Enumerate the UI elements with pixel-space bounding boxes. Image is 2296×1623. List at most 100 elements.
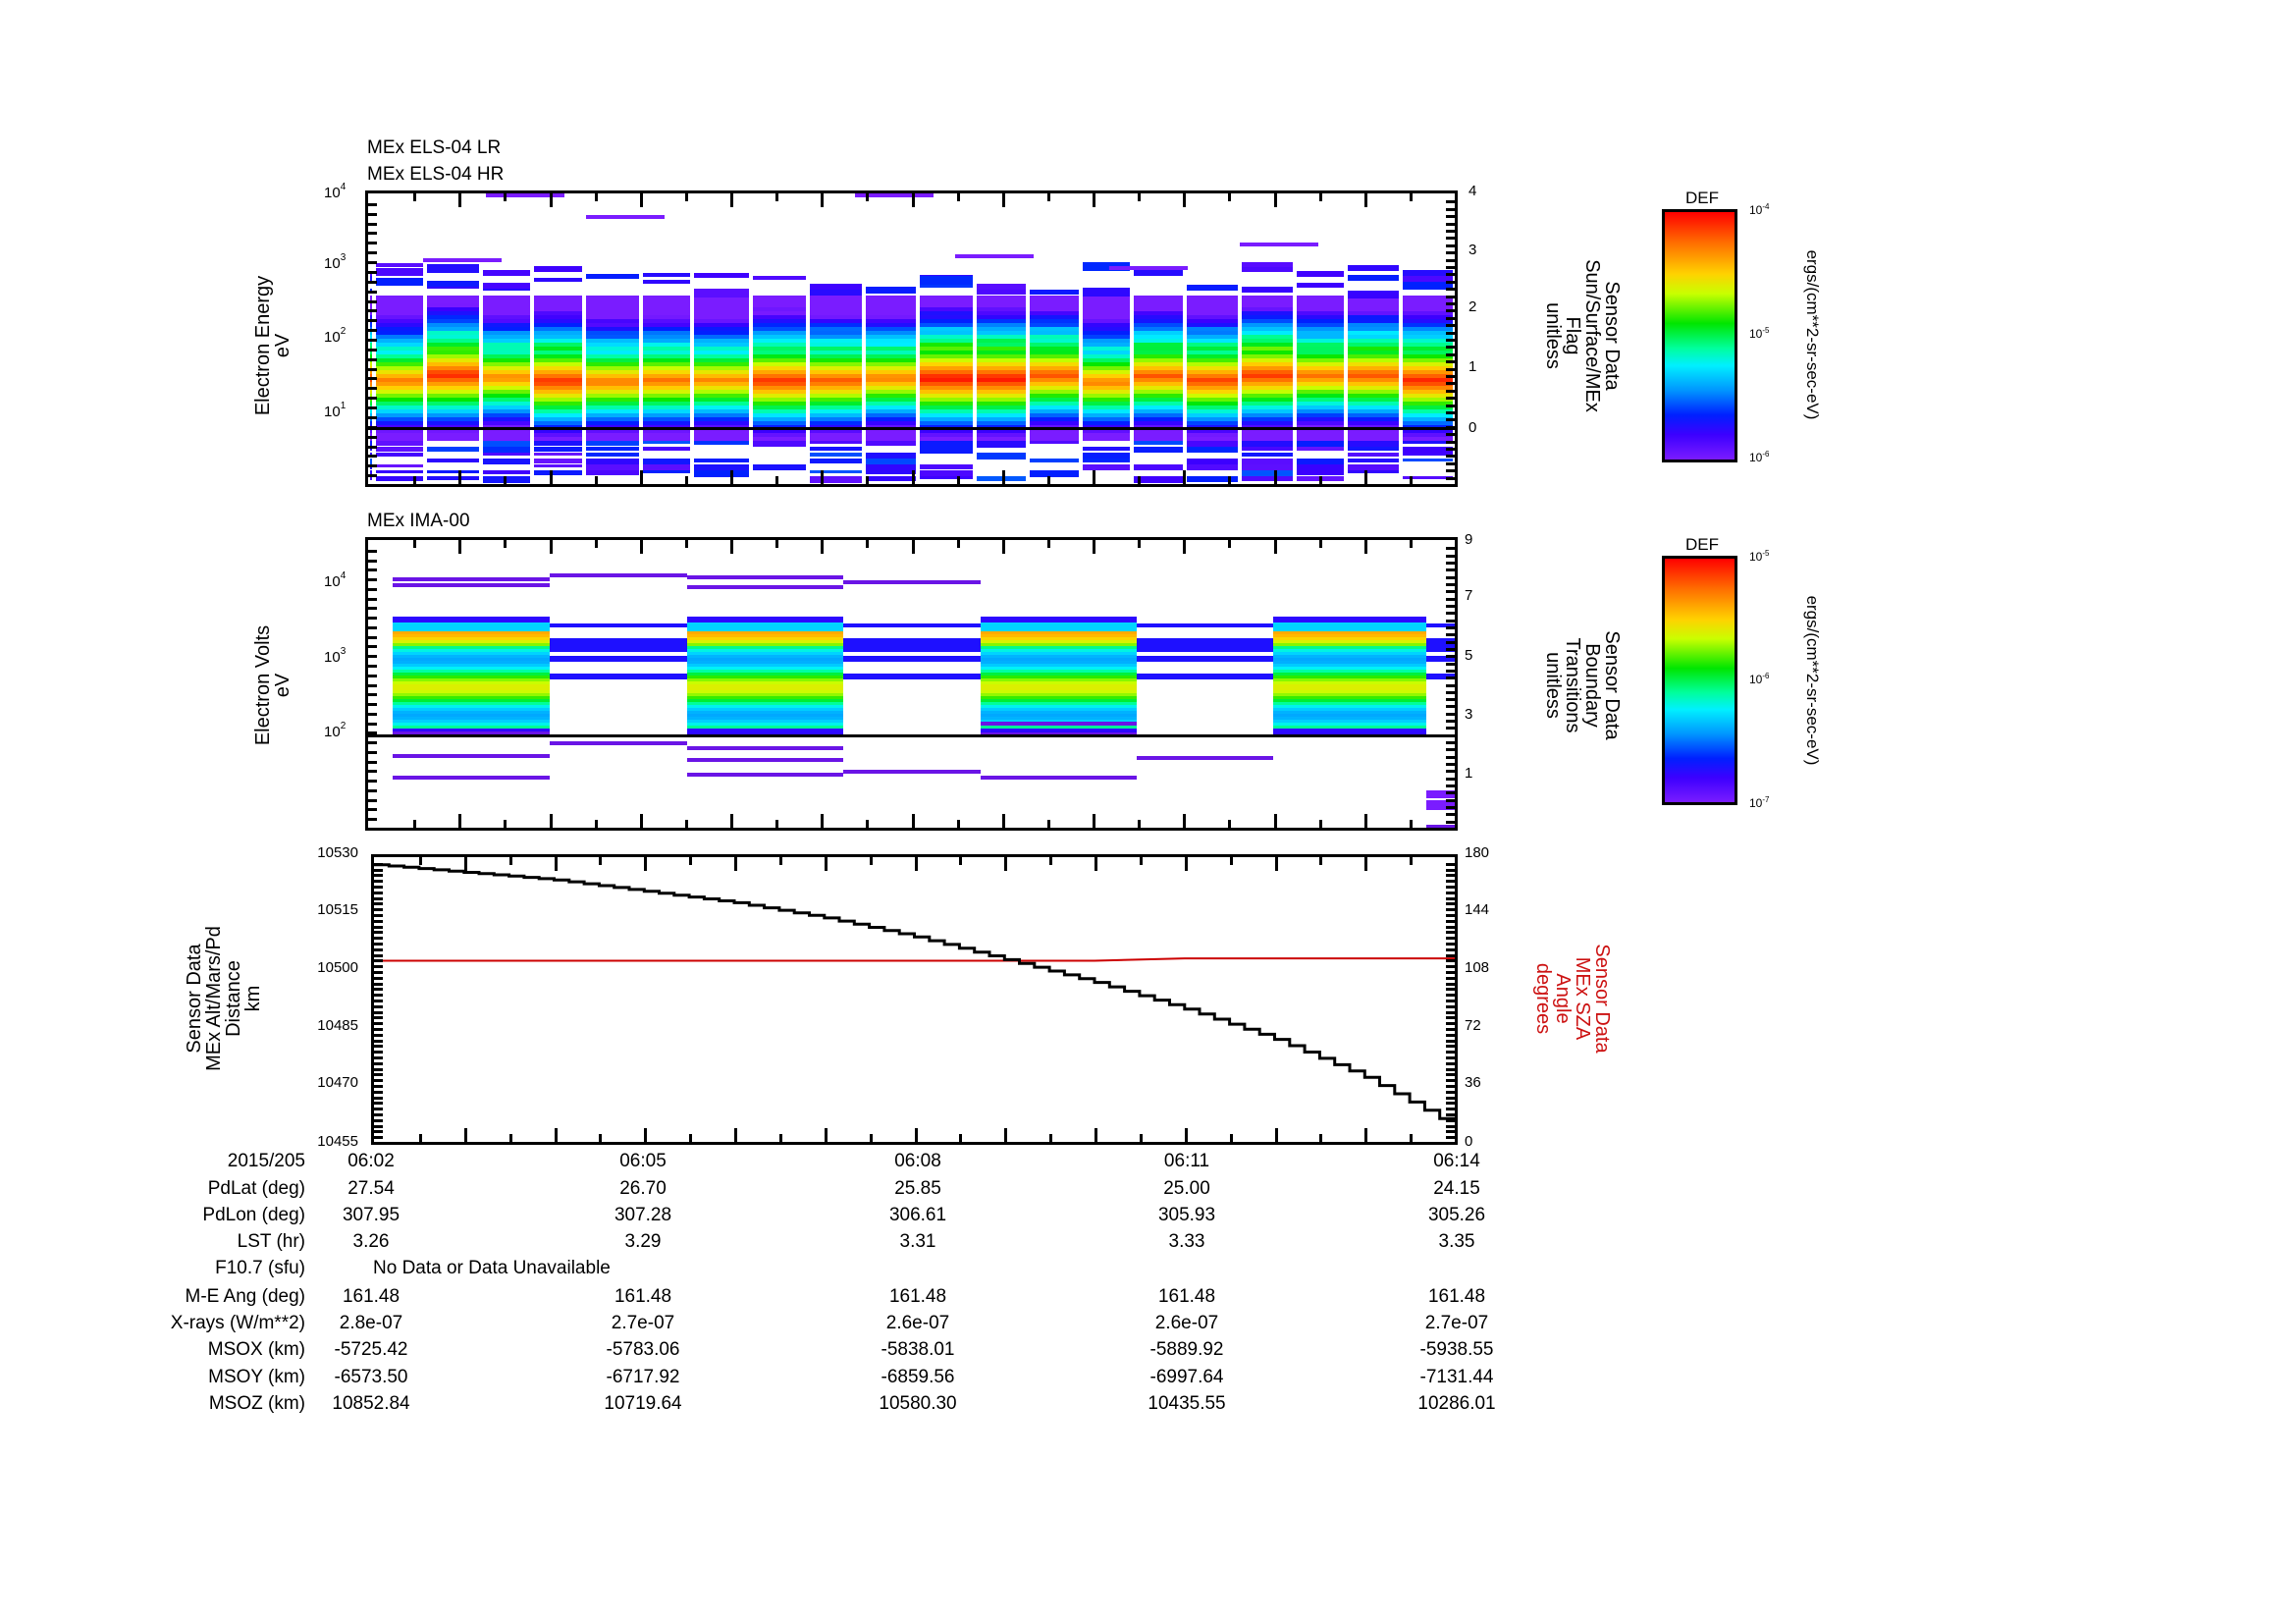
els-energy-bin bbox=[483, 362, 530, 366]
els-low-energy-bin bbox=[810, 441, 862, 444]
y-minor-tick bbox=[374, 1051, 383, 1055]
y-minor-tick bbox=[374, 1061, 383, 1065]
ima-energy-bin bbox=[1273, 646, 1426, 649]
els-energy-bin bbox=[376, 303, 423, 307]
x-tick bbox=[594, 540, 598, 548]
y-minor-tick bbox=[368, 425, 377, 429]
y-minor-tick bbox=[1446, 625, 1455, 629]
x-tick bbox=[1183, 193, 1187, 207]
els-low-energy-bin bbox=[586, 453, 639, 457]
ephemeris-cell: 06:02 bbox=[347, 1151, 395, 1171]
els-energy-bin bbox=[1403, 362, 1453, 366]
ima-sparse-trace bbox=[687, 746, 843, 750]
ima-ylabel-line2: eV bbox=[272, 673, 294, 698]
els-low-energy-bin bbox=[694, 464, 749, 471]
ima-energy-bin bbox=[981, 702, 1137, 705]
els-energy-bin bbox=[1030, 307, 1079, 311]
els-energy-bin bbox=[1134, 409, 1183, 413]
x-tick bbox=[730, 193, 733, 207]
els-energy-bin bbox=[810, 429, 862, 433]
els-energy-bin bbox=[920, 315, 973, 319]
els-energy-bin bbox=[866, 409, 916, 413]
els-energy-bin bbox=[1187, 374, 1238, 378]
els-energy-bin bbox=[1187, 390, 1238, 394]
x-tick bbox=[549, 540, 553, 554]
els-energy-bin bbox=[370, 417, 372, 421]
els-energy-bin bbox=[586, 335, 639, 339]
ima-energy-bin bbox=[687, 652, 843, 655]
els-low-energy-bin bbox=[753, 441, 806, 447]
els-energy-bin bbox=[810, 386, 862, 390]
els-energy-bin bbox=[1403, 296, 1453, 299]
ima-energy-bin bbox=[981, 643, 1137, 646]
els-energy-bin bbox=[866, 299, 916, 303]
y-minor-tick bbox=[374, 982, 383, 986]
els-energy-bin bbox=[1242, 421, 1293, 425]
y-minor-tick bbox=[1446, 777, 1455, 781]
els-energy-bin bbox=[483, 398, 530, 402]
els-energy-bin bbox=[810, 307, 862, 311]
els-energy-bin bbox=[1187, 327, 1238, 331]
y-minor-tick bbox=[1446, 418, 1455, 422]
els-energy-bin bbox=[977, 417, 1026, 421]
ima-energy-bin bbox=[393, 631, 550, 634]
ima-energy-bin bbox=[687, 693, 843, 696]
ephemeris-row-label: MSOZ (km) bbox=[208, 1393, 305, 1414]
els-low-energy-bin bbox=[1030, 459, 1079, 462]
els-energy-bin bbox=[370, 429, 372, 433]
y-minor-tick bbox=[1446, 1124, 1455, 1128]
els-energy-bin bbox=[427, 382, 479, 386]
els-energy-bin bbox=[534, 382, 582, 386]
y-minor-tick bbox=[368, 415, 377, 419]
els-energy-bin bbox=[643, 421, 690, 425]
els-energy-bin bbox=[977, 303, 1026, 307]
ima-sparse-trace bbox=[393, 577, 550, 581]
y-minor-tick bbox=[1446, 360, 1455, 364]
els-energy-bin bbox=[534, 386, 582, 390]
x-tick bbox=[639, 470, 643, 484]
els-energy-bin bbox=[376, 362, 423, 366]
x-tick bbox=[1046, 820, 1050, 828]
x-tick bbox=[1138, 820, 1142, 828]
els-low-energy-bin bbox=[866, 441, 916, 446]
els-energy-bin bbox=[694, 382, 749, 386]
els-sweep-column bbox=[376, 193, 423, 484]
els-low-energy-bin bbox=[370, 476, 372, 480]
els-energy-bin bbox=[1030, 409, 1079, 413]
x-tick bbox=[1095, 857, 1097, 871]
y-minor-tick bbox=[374, 902, 383, 906]
ima-energy-bin bbox=[981, 667, 1137, 670]
x-tick bbox=[866, 193, 870, 201]
els-energy-bin bbox=[427, 413, 479, 417]
ima-energy-bin bbox=[1273, 658, 1426, 661]
els-energy-bin bbox=[1134, 323, 1183, 327]
els-energy-bin bbox=[977, 323, 1026, 327]
y-minor-tick bbox=[368, 357, 377, 361]
els-sparse-bin bbox=[1187, 285, 1238, 291]
els-energy-bin bbox=[1297, 370, 1344, 374]
x-tick bbox=[1184, 1128, 1188, 1142]
x-tick bbox=[1138, 540, 1142, 548]
x-tick bbox=[458, 814, 462, 828]
y-minor-tick bbox=[1446, 331, 1455, 335]
els-energy-bin bbox=[483, 429, 530, 433]
y-minor-tick bbox=[1446, 994, 1455, 998]
els-energy-bin bbox=[1134, 402, 1183, 406]
els-energy-bin bbox=[427, 421, 479, 425]
els-energy-bin bbox=[1083, 390, 1130, 394]
els-energy-bin bbox=[1242, 351, 1293, 354]
ima-energy-bin bbox=[393, 643, 550, 646]
y-minor-tick bbox=[1446, 733, 1455, 737]
els-energy-bin bbox=[753, 311, 806, 315]
ephemeris-cell: 306.61 bbox=[888, 1205, 947, 1225]
els-sweep-column bbox=[1297, 193, 1344, 484]
y-minor-tick bbox=[1446, 1045, 1455, 1049]
els-energy-bin bbox=[810, 370, 862, 374]
els-energy-bin bbox=[534, 351, 582, 354]
y-minor-tick bbox=[374, 1136, 383, 1140]
y-minor-tick bbox=[374, 976, 383, 980]
els-energy-bin bbox=[483, 390, 530, 394]
els-energy-bin bbox=[370, 370, 372, 374]
els-energy-bin bbox=[586, 417, 639, 421]
els-energy-bin bbox=[810, 303, 862, 307]
